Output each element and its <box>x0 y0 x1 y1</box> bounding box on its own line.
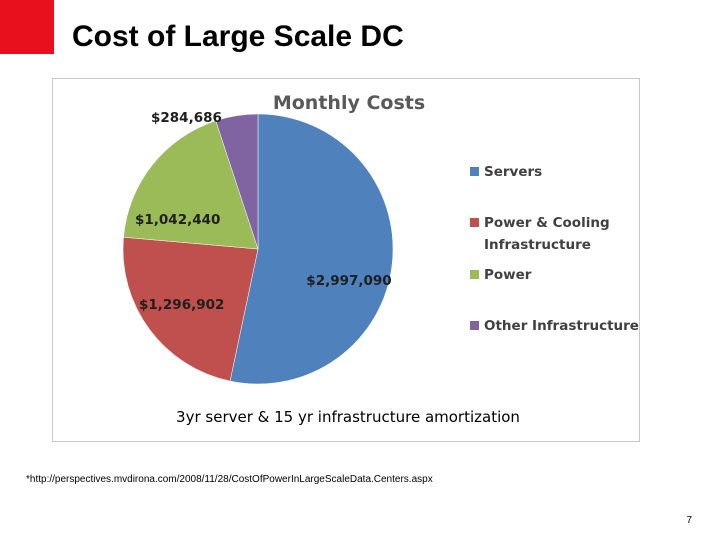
pie-slice-power-and-cooling-infrastructure <box>122 236 259 382</box>
page-number: 7 <box>686 515 692 526</box>
legend-swatch-power <box>470 270 479 279</box>
legend-label-servers: Servers <box>484 164 542 180</box>
chart-area: $2,997,090 $1,296,902 $1,042,440 $284,686 S… <box>52 78 640 442</box>
source-footnote: *http://perspectives.mvdirona.com/2008/1… <box>26 474 433 485</box>
pie-chart: $2,997,090 $1,296,902 $1,042,440 $284,686 S… <box>122 92 639 426</box>
legend-label-other-infrastructure: Other Infrastructure <box>484 318 639 334</box>
data-label-other-infrastructure: $284,686 <box>151 110 222 126</box>
data-label-power: $1,042,440 <box>135 212 220 228</box>
chart-subtitle: 3yr server & 15 yr infrastructure amorti… <box>176 408 520 426</box>
legend-swatch-servers <box>470 167 479 176</box>
legend-label-power-and-cooling-infrastructure: Power & Cooling Infrastructure <box>484 215 610 253</box>
title-accent-block <box>0 0 54 54</box>
legend-label-power: Power <box>484 267 532 283</box>
data-label-power-and-cooling-infrastructure: $1,296,902 <box>139 297 224 313</box>
legend-swatch-other-infrastructure <box>470 321 479 330</box>
data-label-servers: $2,997,090 <box>306 273 391 289</box>
pie-slice-servers <box>229 113 394 385</box>
slide-title: Cost of Large Scale DC <box>72 20 404 53</box>
pie-slice-other-infrastructure <box>215 113 259 250</box>
legend-swatch-power-and-cooling-infrastructure <box>470 218 479 227</box>
chart-title: Monthly Costs <box>273 92 425 114</box>
pie-slice-power <box>123 120 259 250</box>
